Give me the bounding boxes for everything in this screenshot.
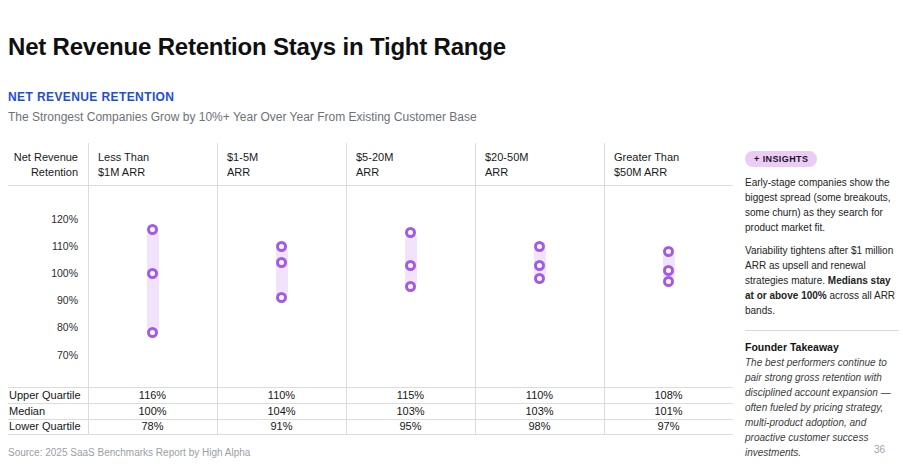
table-cell: 110% — [475, 387, 604, 403]
lower-quartile-dot — [534, 273, 545, 284]
column-header-2: $5-20MARR — [346, 143, 475, 185]
range-band — [147, 230, 159, 333]
table-cell: 110% — [217, 387, 346, 403]
column-header-line: ARR — [356, 165, 475, 180]
lower-quartile-dot — [405, 281, 416, 292]
table-cell: 104% — [217, 403, 346, 419]
table-cell: 95% — [346, 419, 475, 434]
y-axis-title: Net RevenueRetention — [8, 143, 88, 185]
table-cell: 116% — [88, 387, 217, 403]
column-header-line: ARR — [227, 165, 346, 180]
y-axis-tick: 100% — [8, 266, 78, 280]
upper-quartile-dot — [534, 241, 545, 252]
summary-table-row: Lower Quartile78%91%95%98%97% — [8, 419, 733, 434]
column-header-4: Greater Than$50M ARR — [604, 143, 733, 185]
column-header-line: Greater Than — [614, 150, 733, 165]
column-header-1: $1-5MARR — [217, 143, 346, 185]
insights-panel: +INSIGHTS Early-stage companies show the… — [745, 148, 899, 460]
insights-divider — [745, 330, 899, 331]
column-header-line: $50M ARR — [614, 165, 733, 180]
founder-takeaway-title: Founder Takeaway — [745, 341, 899, 353]
upper-quartile-dot — [405, 227, 416, 238]
y-axis-tick: 70% — [8, 348, 78, 362]
median-dot — [405, 260, 416, 271]
y-axis-tick: 90% — [8, 293, 78, 307]
column-header-line: ARR — [485, 165, 604, 180]
table-cell: 101% — [604, 403, 733, 419]
upper-quartile-dot — [663, 246, 674, 257]
column-header-3: $20-50MARR — [475, 143, 604, 185]
lower-quartile-dot — [663, 276, 674, 287]
subtitle: The Strongest Companies Grow by 10%+ Yea… — [8, 110, 477, 124]
median-dot — [534, 260, 545, 271]
page-title: Net Revenue Retention Stays in Tight Ran… — [8, 33, 506, 61]
plus-icon: + — [754, 154, 760, 164]
table-cell: 91% — [217, 419, 346, 434]
median-dot — [147, 268, 158, 279]
y-axis-tick: 80% — [8, 320, 78, 334]
section-label: NET REVENUE RETENTION — [8, 90, 174, 104]
column-header-line: $20-50M — [485, 150, 604, 165]
chart-header-row: Net RevenueRetentionLess Than$1M ARR$1-5… — [8, 143, 733, 185]
summary-table-row: Upper Quartile116%110%115%110%108% — [8, 387, 733, 403]
report-slide: Net Revenue Retention Stays in Tight Ran… — [0, 0, 903, 467]
column-header-line: $5-20M — [356, 150, 475, 165]
column-header-line: $1M ARR — [98, 165, 217, 180]
table-cell: 97% — [604, 419, 733, 434]
table-cell: 78% — [88, 419, 217, 434]
median-dot — [663, 265, 674, 276]
row-divider — [8, 434, 733, 435]
insights-badge-label: INSIGHTS — [763, 154, 809, 164]
row-divider — [8, 185, 733, 186]
insight-paragraph-2: Variability tightens after $1 million AR… — [745, 243, 899, 318]
table-cell: 103% — [346, 403, 475, 419]
table-cell: 108% — [604, 387, 733, 403]
column-header-0: Less Than$1M ARR — [88, 143, 217, 185]
upper-quartile-dot — [276, 241, 287, 252]
table-cell: 103% — [475, 403, 604, 419]
column-header-line: Less Than — [98, 150, 217, 165]
row-label: Upper Quartile — [8, 387, 88, 403]
nrr-quartile-chart: Net RevenueRetentionLess Than$1M ARR$1-5… — [8, 143, 733, 435]
lower-quartile-dot — [147, 327, 158, 338]
source-note: Source: 2025 SaaS Benchmarks Report by H… — [8, 447, 250, 458]
table-cell: 100% — [88, 403, 217, 419]
insights-badge: +INSIGHTS — [745, 151, 817, 167]
summary-table-row: Median100%104%103%103%101% — [8, 403, 733, 419]
y-axis-tick: 120% — [8, 212, 78, 226]
lower-quartile-dot — [276, 292, 287, 303]
table-cell: 98% — [475, 419, 604, 434]
median-dot — [276, 257, 287, 268]
row-label: Median — [8, 403, 88, 419]
insight-paragraph-1: Early-stage companies show the biggest s… — [745, 175, 899, 235]
range-band — [276, 246, 288, 297]
y-axis-tick: 110% — [8, 239, 78, 253]
table-cell: 115% — [346, 387, 475, 403]
axis-title-line: Retention — [8, 165, 78, 180]
axis-title-line: Net Revenue — [8, 150, 78, 165]
column-header-line: $1-5M — [227, 150, 346, 165]
page-number: 36 — [874, 444, 885, 455]
row-label: Lower Quartile — [8, 419, 88, 434]
